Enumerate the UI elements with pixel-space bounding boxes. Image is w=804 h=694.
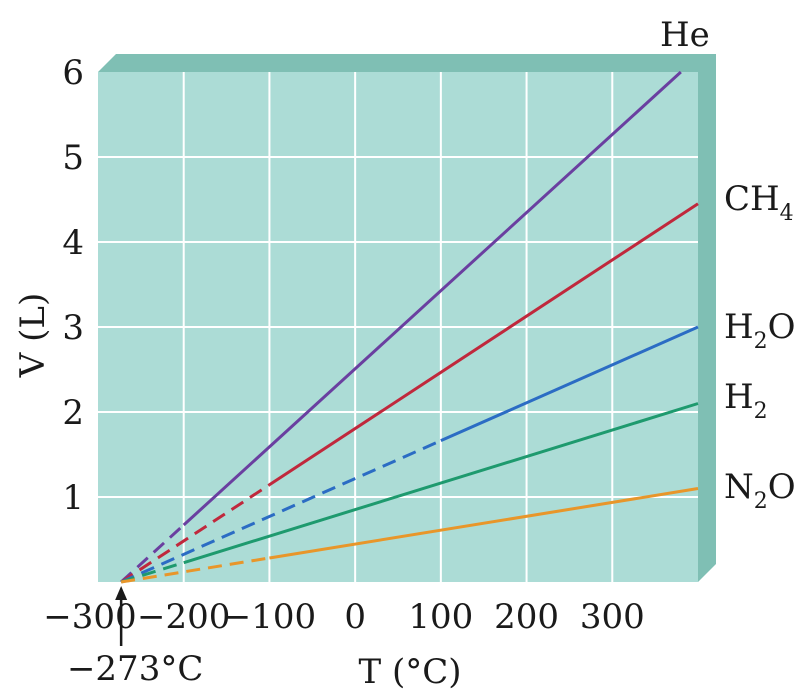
series-labels: He CH4 H2O H2 N2O — [660, 15, 796, 514]
x-tick-labels: −300 −200−100 0 100 200 300 — [43, 597, 644, 637]
x-tick-label: 100 — [408, 597, 473, 637]
annotation-arrow-head — [115, 586, 128, 600]
series-H2O-line — [440, 325, 699, 443]
series-He-line — [182, 70, 682, 527]
x-tick-label: −100 — [223, 597, 316, 637]
series-H2-line — [183, 402, 699, 565]
y-tick-label: 6 — [62, 53, 84, 93]
absolute-zero-annotation: −273°C — [67, 586, 203, 689]
y-tick-label: 1 — [62, 478, 84, 518]
series-label-H2: H2 — [724, 377, 768, 424]
series-label-CH4: CH4 — [724, 179, 794, 226]
x-tick-label: 300 — [580, 597, 645, 637]
series-N2O-line — [269, 487, 699, 560]
series-lines — [120, 70, 699, 584]
y-tick-labels: 1 2 3 4 5 6 — [62, 53, 84, 518]
series-label-He: He — [660, 15, 710, 55]
x-tick-label: 0 — [344, 597, 366, 637]
series-He-extrapolated — [120, 523, 185, 584]
series-label-N2O: N2O — [724, 467, 796, 514]
series-CH4-line — [268, 202, 699, 487]
series-CH4-extrapolated — [120, 483, 271, 584]
y-axis-label: V (L) — [13, 293, 53, 378]
series-N2O-extrapolated — [120, 556, 270, 584]
x-axis-label: T (°C) — [358, 652, 461, 692]
annotation-label: −273°C — [67, 649, 203, 689]
x-tick-label: 200 — [494, 597, 559, 637]
y-tick-label: 5 — [62, 138, 84, 178]
series-H2O-extrapolated — [120, 439, 442, 584]
y-tick-label: 4 — [62, 223, 84, 263]
x-tick-label: −300 — [43, 597, 136, 637]
y-tick-label: 2 — [62, 393, 84, 433]
x-tick-label: −200 — [137, 597, 230, 637]
y-tick-label: 3 — [62, 308, 84, 348]
series-label-H2O: H2O — [724, 307, 796, 354]
grid-lines — [98, 72, 698, 582]
series-H2-extrapolated — [120, 561, 185, 584]
